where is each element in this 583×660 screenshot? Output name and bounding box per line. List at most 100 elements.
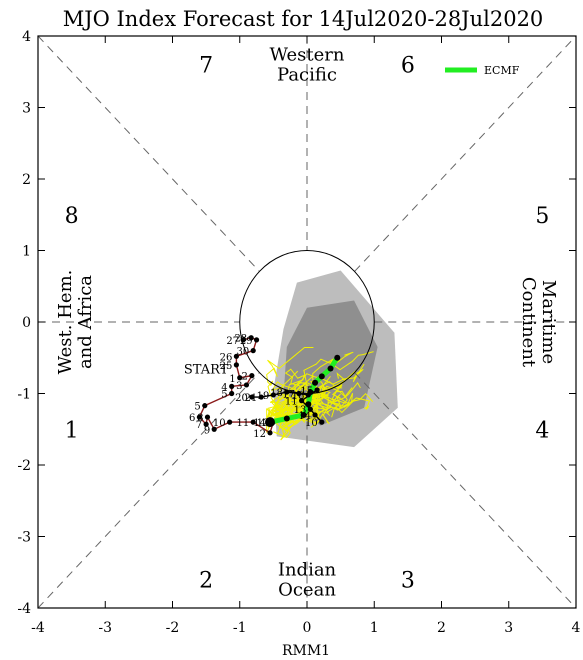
observed-series-point (250, 348, 256, 354)
y-tick-label: -4 (17, 601, 31, 617)
mean-series-point (258, 394, 264, 400)
region-label-line: Maritime (538, 280, 559, 364)
phase-label: 2 (199, 568, 213, 593)
observed-point-label: 2 (241, 372, 247, 383)
mean-point-label: 16 (292, 391, 305, 402)
mean-point-label: 17 (282, 390, 295, 401)
mean-point-label: 11 (285, 397, 298, 408)
diagonal-guide (354, 35, 577, 272)
phase-label: 6 (401, 54, 415, 79)
observed-point-label: 11 (236, 418, 249, 429)
diagonal-guide (354, 372, 577, 609)
region-label-line: Continent (518, 277, 539, 368)
ecmf-series-point (334, 354, 341, 361)
observed-series-point (248, 335, 254, 341)
observed-point-label: 7 (196, 420, 202, 431)
observed-point-label: 9 (204, 425, 210, 436)
observed-point-label: 26 (220, 352, 233, 363)
region-label-line: Indian (278, 559, 337, 580)
start-point-marker (265, 417, 276, 428)
diagonal-guide (37, 372, 260, 609)
diagonal-guide (37, 35, 260, 272)
y-tick-label: 1 (22, 244, 31, 260)
ensemble-members (266, 346, 374, 441)
x-tick-label: 1 (370, 620, 379, 636)
phase-label: 8 (65, 204, 79, 229)
ensemble-member-track (275, 381, 329, 418)
observed-series-point (204, 414, 211, 420)
mean-point-label: 15 (300, 386, 313, 397)
start-label: START (184, 362, 229, 377)
observed-series-point (229, 383, 235, 389)
ensemble-member-track (266, 346, 314, 409)
phase-label: 1 (65, 418, 79, 443)
y-tick-label: 4 (22, 29, 31, 45)
mean-series-point (307, 406, 313, 412)
legend-label: ECMF (484, 64, 520, 77)
mean-series-point (305, 392, 311, 398)
observed-point-label: 25 (220, 361, 233, 372)
mean-point-label: 20 (235, 393, 248, 404)
x-tick-label: 4 (572, 620, 581, 636)
mean-point-label: 10 (305, 418, 318, 429)
observed-series-point (233, 353, 239, 359)
mean-series-point (249, 394, 255, 400)
observed-series-point (229, 390, 235, 397)
ensemble-member-track (267, 368, 305, 418)
y-tick-label: -3 (17, 530, 31, 546)
ensemble-member-track (278, 351, 374, 413)
observed-series-point (249, 373, 255, 379)
observed-series-point (211, 426, 217, 432)
mean-series-point (284, 389, 290, 395)
observed-series-point (243, 382, 250, 388)
ecmf-series-point (327, 365, 334, 372)
x-axis-label: RMM1 (282, 643, 330, 659)
region-label-line: Western (269, 45, 344, 66)
y-tick-label: -2 (17, 458, 31, 474)
observed-series-point (237, 375, 243, 381)
mean-series-point (296, 390, 302, 397)
y-tick-label: 2 (22, 172, 31, 188)
observed-point-label: 3 (236, 381, 242, 392)
mean-series-point (299, 398, 305, 404)
region-label-line: and Africa (75, 275, 96, 369)
observed-series-point (233, 362, 239, 368)
ecmf-series-point (318, 373, 325, 380)
region-label: West. Hem. and Africa (55, 270, 96, 375)
ensemble-member-track (277, 351, 354, 415)
region-label-line: West. Hem. (55, 270, 76, 375)
observed-series-point (203, 421, 209, 427)
observed-point-label: 4 (221, 382, 227, 393)
ecmf-series-point (283, 415, 290, 422)
phase-label: 5 (535, 204, 549, 229)
phase-label: 7 (199, 54, 213, 79)
ecmf-series-point (300, 411, 307, 418)
mean-point-label: 19 (257, 391, 270, 402)
x-tick-label: 3 (504, 620, 513, 636)
observed-point-label: 27 (226, 336, 239, 347)
observed-point-label: 14 (253, 418, 266, 429)
mean-point-label: 21 (245, 393, 258, 404)
chart-title: MJO Index Forecast for 14Jul2020-28Jul20… (63, 7, 544, 31)
observed-point-label: 1 (229, 374, 235, 385)
observed-series-point (196, 414, 202, 420)
observed-series-point (227, 419, 233, 425)
observed-series-point (240, 337, 246, 343)
x-tick-label: 2 (437, 620, 446, 636)
observed-point-label: 10 (213, 418, 226, 429)
phase-label: 3 (401, 568, 415, 593)
ensemble-member-track (270, 370, 299, 415)
x-tick-label: -1 (233, 620, 247, 636)
phase-label: 4 (535, 418, 549, 443)
ecmf-series-point (312, 379, 319, 386)
observed-series-point (253, 337, 260, 343)
mean-series-point (314, 387, 320, 393)
observed-point-label: 28 (234, 334, 247, 345)
observed-point-label: 13 (257, 418, 270, 429)
observed-series-point (267, 430, 273, 436)
x-tick-label: -3 (98, 620, 112, 636)
